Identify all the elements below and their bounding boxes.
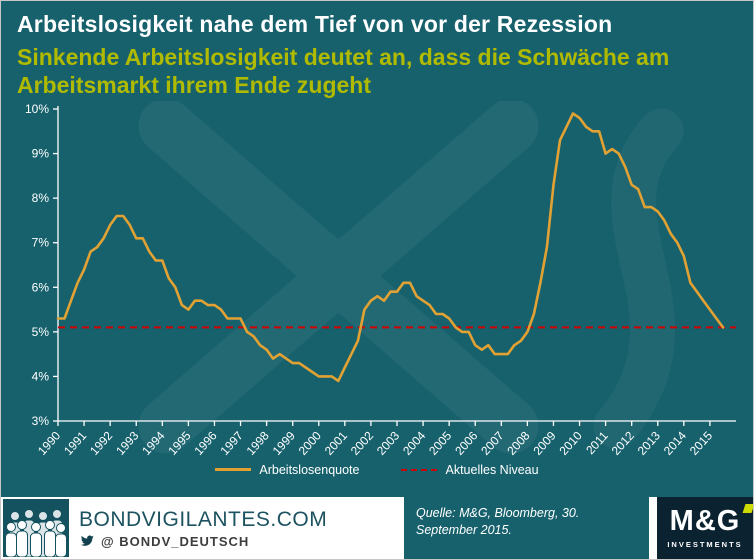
svg-text:1993: 1993 [113,428,141,457]
svg-text:2015: 2015 [687,428,715,457]
site-name: BONDVIGILANTES.COM [79,507,328,531]
svg-text:2006: 2006 [452,428,480,457]
svg-text:2004: 2004 [400,428,428,457]
svg-text:10%: 10% [25,102,49,116]
unemployment-line-chart: 3%4%5%6%7%8%9%10%19901991199219931994199… [25,100,736,458]
brand-block: BONDVIGILANTES.COM @ BONDV_DEUTSCH [69,497,327,559]
svg-text:8%: 8% [32,191,50,205]
svg-text:6%: 6% [32,280,50,294]
svg-text:2001: 2001 [322,428,350,457]
svg-text:2014: 2014 [661,428,689,457]
source-note: Quelle: M&G, Bloomberg, 30. September 20… [404,497,649,559]
legend-label: Arbeitslosenquote [259,462,360,477]
footer: BONDVIGILANTES.COM @ BONDV_DEUTSCH Quell… [1,497,753,559]
twitter-row: @ BONDV_DEUTSCH [79,534,327,549]
mg-accent-mark [742,504,753,513]
svg-text:4%: 4% [32,369,50,383]
bondvigilantes-crowd-logo [3,499,69,557]
header: Arbeitslosigkeit nahe dem Tief von vor d… [1,1,753,99]
mg-logo: M&G INVESTMENTS [657,497,753,559]
svg-text:2002: 2002 [348,428,376,457]
chart-area: 3% 4% 5% 6% 7% 8% 9% 10% 1990 1991 1992 1993 1994 199… [1,100,753,477]
svg-text:3%: 3% [32,414,50,428]
twitter-handle: @ BONDV_DEUTSCH [101,533,250,549]
svg-text:1992: 1992 [87,428,115,457]
red-dashed-swatch [401,468,438,471]
svg-text:2000: 2000 [296,428,324,457]
svg-text:1998: 1998 [244,428,272,457]
svg-text:5%: 5% [32,325,50,339]
svg-text:2003: 2003 [374,428,402,457]
chart-legend: Arbeitslosenquote Aktuelles Niveau [1,463,753,477]
gold-line-swatch [215,468,252,472]
svg-text:1999: 1999 [270,428,298,457]
page-subtitle: Sinkende Arbeitslosigkeit deutet an, das… [17,43,670,98]
svg-text:1997: 1997 [217,428,245,457]
svg-text:1991: 1991 [61,428,89,457]
svg-text:2005: 2005 [426,428,454,457]
mg-logo-subtext: INVESTMENTS [667,540,743,549]
crowd-icon [5,509,67,557]
twitter-bird-icon [80,535,94,546]
svg-text:7%: 7% [32,235,50,249]
mg-logo-text: M&G [670,504,753,536]
page-title: Arbeitslosigkeit nahe dem Tief von vor d… [17,11,613,37]
legend-label: Aktuelles Niveau [445,462,539,477]
legend-item-arbeitslosenquote: Arbeitslosenquote [215,463,359,477]
svg-text:1990: 1990 [35,428,63,457]
svg-text:2010: 2010 [556,428,584,457]
legend-item-aktuelles-niveau: Aktuelles Niveau [401,462,539,477]
svg-text:9%: 9% [32,146,50,160]
